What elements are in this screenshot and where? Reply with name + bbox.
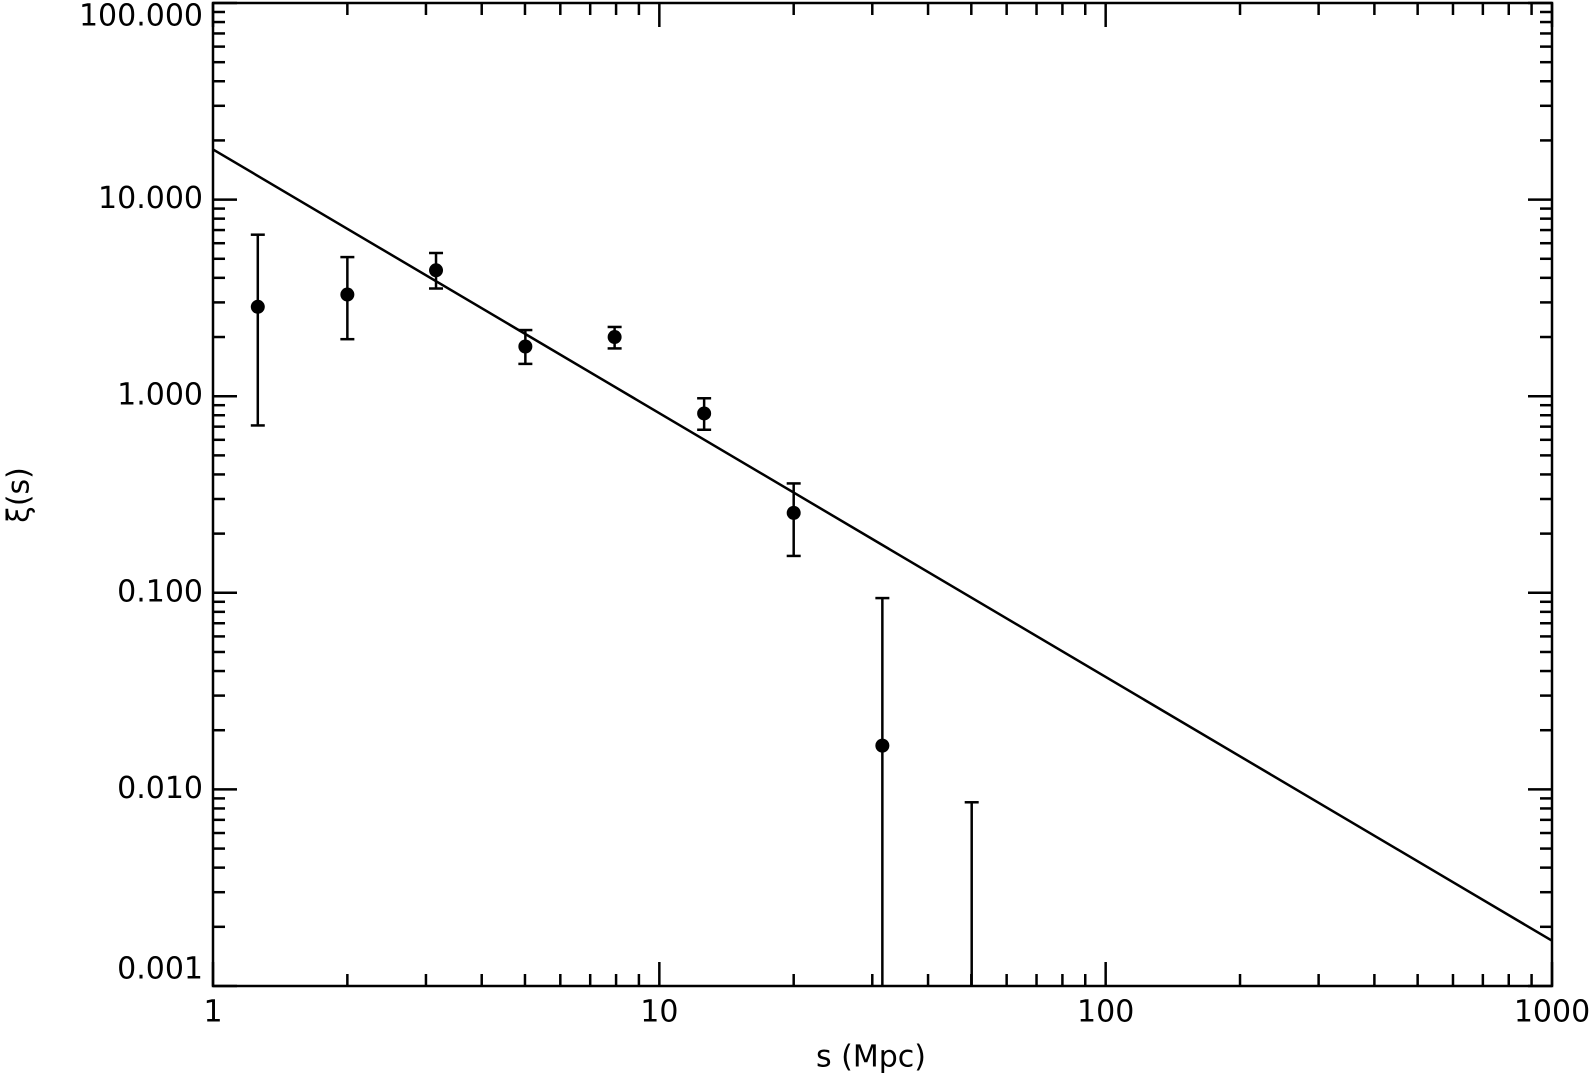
data-point (697, 406, 712, 421)
y-tick-label: 0.100 (117, 574, 203, 609)
data-point (518, 339, 533, 354)
x-tick-label: 1 (203, 995, 222, 1030)
y-tick-label: 0.010 (117, 771, 203, 806)
data-point (429, 263, 444, 278)
x-tick-label: 10 (640, 995, 678, 1030)
data-point (340, 287, 355, 302)
data-point (875, 738, 890, 753)
x-axis-label: s (Mpc) (816, 1040, 926, 1075)
y-axis-label: ξ(s) (2, 467, 37, 523)
y-tick-label: 10.000 (98, 181, 203, 216)
y-tick-label: 100.000 (79, 0, 203, 34)
y-tick-label: 1.000 (117, 378, 203, 413)
data-point (250, 299, 265, 314)
y-tick-label: 0.001 (117, 952, 203, 987)
x-tick-label: 1000 (1514, 995, 1590, 1030)
x-tick-label: 100 (1077, 995, 1134, 1030)
data-point (607, 330, 622, 345)
data-point (786, 505, 801, 520)
